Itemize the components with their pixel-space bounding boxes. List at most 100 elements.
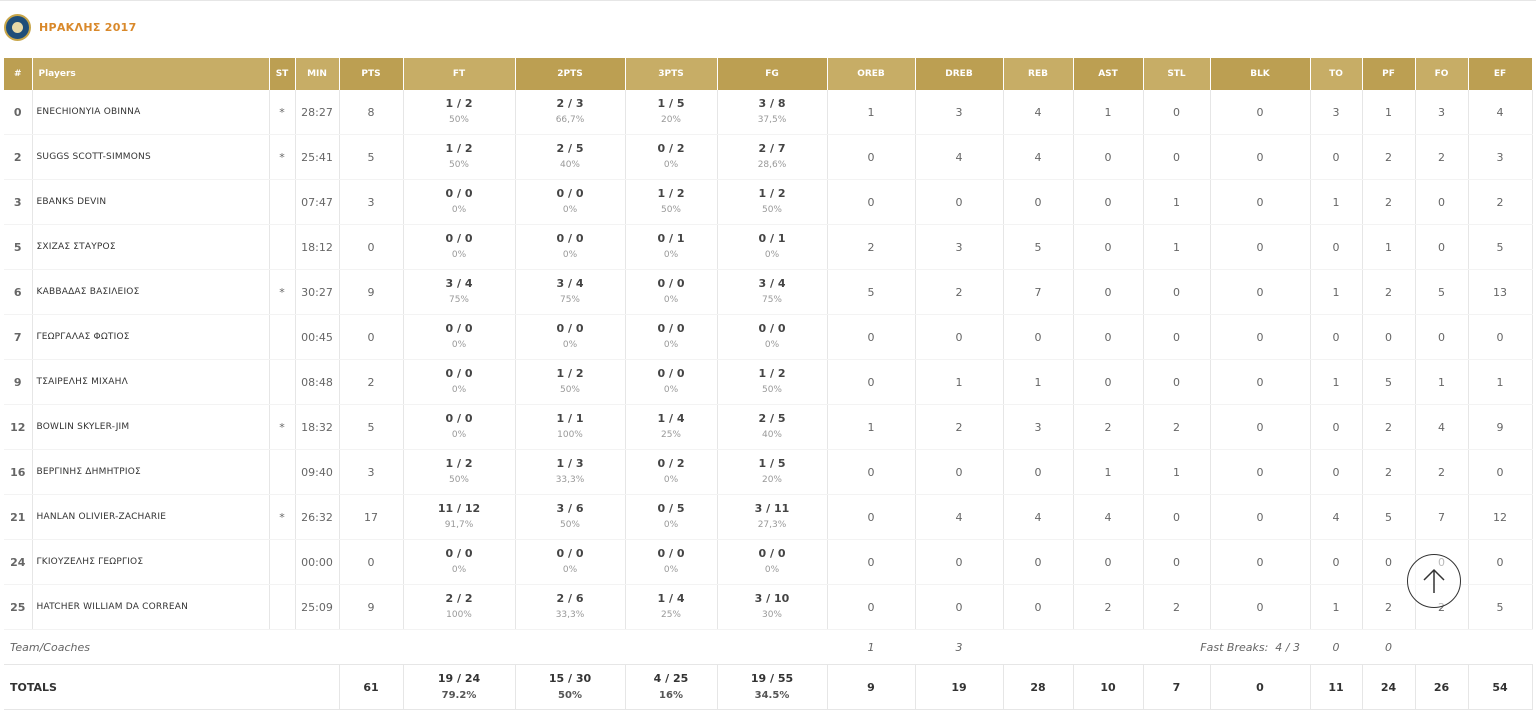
cell-ef: 0 [1468,449,1533,495]
table-row: 12 BOWLIN SKYLER-JIM * 18:32 5 0 / 0 0% 1 / 1 10… [4,404,1533,450]
cell-min: 18:12 [295,224,340,270]
cell-to: 0 [1310,224,1363,270]
player-name[interactable]: ΓΕΩΡΓΑΛΑΣ ΦΩΤΙΟΣ [32,314,270,360]
cell-pts: 9 [339,269,404,315]
cell-oreb: 0 [827,179,916,225]
cell-p3: 0 / 0 0% [625,539,718,585]
cell-stl: 2 [1143,404,1211,450]
cell-blk: 0 [1210,314,1311,360]
cell-reb: 1 [1003,359,1074,405]
cell-st [269,224,296,270]
cell-ef: 3 [1468,134,1533,180]
cell-dreb: 0 [915,539,1004,585]
table-row: 5 ΣΧΙΖΑΣ ΣΤΑΥΡΟΣ 18:12 0 0 / 0 0% 0 / 0 0% 0 / 1… [4,224,1533,270]
cell-num: 3 [4,179,33,225]
totals-to: 11 [1310,664,1363,710]
cell-to: 0 [1310,539,1363,585]
player-name[interactable]: ΣΧΙΖΑΣ ΣΤΑΥΡΟΣ [32,224,270,270]
cell-ast: 0 [1073,269,1144,315]
cell-fg: 1 / 5 20% [717,449,828,495]
cell-pf: 2 [1362,179,1416,225]
cell-stl: 1 [1143,224,1211,270]
totals-oreb: 9 [827,664,916,710]
header-row: # Players ST MIN PTS FT 2PTS 3PTS FG ORE… [4,58,1533,90]
col-header-st: ST [269,58,296,90]
cell-min: 18:32 [295,404,340,450]
col-header-pts: PTS [339,58,404,90]
player-name[interactable]: SUGGS SCOTT-SIMMONS [32,134,270,180]
cell-dreb: 0 [915,584,1004,630]
cell-p2: 2 / 6 33,3% [515,584,626,630]
cell-st: * [269,90,296,135]
cell-pts: 3 [339,449,404,495]
player-name[interactable]: ΚΑΒΒΑΔΑΣ ΒΑΣΙΛΕΙΟΣ [32,269,270,315]
cell-dreb: 0 [915,449,1004,495]
cell-stl: 1 [1143,179,1211,225]
cell-st [269,584,296,630]
cell-fg: 3 / 11 27,3% [717,494,828,540]
cell-ef: 13 [1468,269,1533,315]
cell-p2: 2 / 3 66,7% [515,90,626,135]
player-name[interactable]: ΤΣΑΙΡΕΛΗΣ ΜΙΧΑΗΛ [32,359,270,405]
cell-p2: 3 / 4 75% [515,269,626,315]
cell-fo: 5 [1415,269,1469,315]
cell-ft: 0 / 0 0% [403,359,516,405]
cell-to: 1 [1310,179,1363,225]
cell-reb: 4 [1003,134,1074,180]
cell-oreb: 0 [827,134,916,180]
cell-pf: 5 [1362,494,1416,540]
cell-num: 12 [4,404,33,450]
cell-reb: 0 [1003,539,1074,585]
cell-pts: 2 [339,359,404,405]
cell-blk: 0 [1210,134,1311,180]
table-row: 7 ΓΕΩΡΓΑΛΑΣ ΦΩΤΙΟΣ 00:45 0 0 / 0 0% 0 / 0 0% 0 /… [4,314,1533,360]
totals-row: TOTALS 61 19 / 24 79.2% 15 / 30 50% 4 / 25… [4,664,1533,710]
team-name[interactable]: ΗΡΑΚΛΗΣ 2017 [39,20,137,34]
col-header-pf: PF [1362,58,1416,90]
cell-fo: 4 [1415,404,1469,450]
cell-dreb: 1 [915,359,1004,405]
cell-pf: 2 [1362,584,1416,630]
player-name[interactable]: HATCHER WILLIAM DA CORREAN [32,584,270,630]
cell-pf: 1 [1362,90,1416,135]
totals-dreb: 19 [915,664,1004,710]
cell-ft: 3 / 4 75% [403,269,516,315]
cell-st [269,449,296,495]
player-name[interactable]: BOWLIN SKYLER-JIM [32,404,270,450]
cell-st [269,314,296,360]
cell-blk: 0 [1210,359,1311,405]
cell-st [269,179,296,225]
player-name[interactable]: ENECHIONYIA OBINNA [32,90,270,135]
cell-oreb: 0 [827,359,916,405]
scroll-to-top-button[interactable] [1407,554,1461,608]
cell-ft: 0 / 0 0% [403,539,516,585]
cell-fo: 7 [1415,494,1469,540]
cell-ef: 12 [1468,494,1533,540]
cell-reb: 0 [1003,179,1074,225]
cell-pts: 9 [339,584,404,630]
cell-ast: 1 [1073,90,1144,135]
team-logo-icon [4,13,31,41]
cell-min: 25:09 [295,584,340,630]
player-name[interactable]: HANLAN OLIVIER-ZACHARIE [32,494,270,540]
cell-min: 07:47 [295,179,340,225]
cell-min: 30:27 [295,269,340,315]
cell-ef: 2 [1468,179,1533,225]
cell-stl: 0 [1143,134,1211,180]
cell-ast: 0 [1073,359,1144,405]
cell-oreb: 0 [827,494,916,540]
cell-stl: 0 [1143,494,1211,540]
player-name[interactable]: ΒΕΡΓΙΝΗΣ ΔΗΜΗΤΡΙΟΣ [32,449,270,495]
cell-ast: 0 [1073,224,1144,270]
player-name[interactable]: ΓΚΙΟΥΖΕΛΗΣ ΓΕΩΡΓΙΟΣ [32,539,270,585]
cell-min: 25:41 [295,134,340,180]
cell-p2: 1 / 3 33,3% [515,449,626,495]
cell-oreb: 1 [827,404,916,450]
cell-st [269,359,296,405]
col-header-ast: AST [1073,58,1144,90]
cell-fg: 2 / 5 40% [717,404,828,450]
player-name[interactable]: EBANKS DEVIN [32,179,270,225]
cell-pf: 0 [1362,314,1416,360]
col-header-fo: FO [1415,58,1469,90]
